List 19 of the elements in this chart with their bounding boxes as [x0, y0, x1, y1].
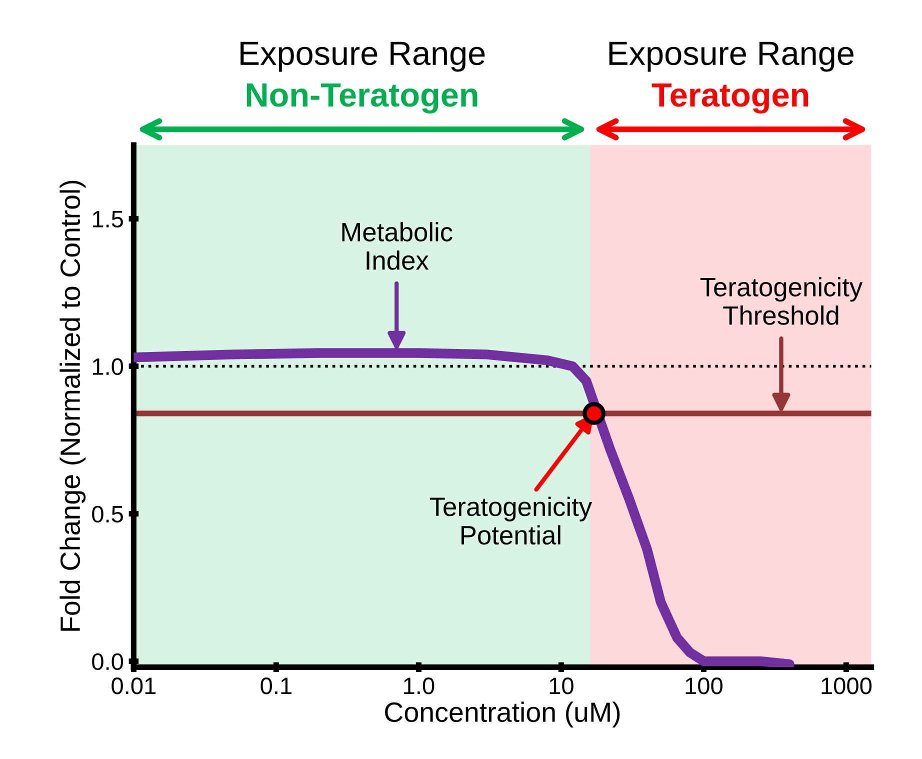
- annotation: Metabolic Index: [342, 222, 452, 270]
- x-tick-label: 100: [686, 678, 722, 694]
- y-tick-label: 1.0: [92, 358, 124, 376]
- band-label: Teratogen: [652, 84, 808, 114]
- band-label: Non-Teratogen: [246, 84, 478, 114]
- y-tick-label: 0.5: [92, 506, 123, 523]
- text: Exposure Range: [609, 42, 854, 72]
- x-axis-title: Concentration (uM): [385, 702, 620, 728]
- text: Exposure Range: [240, 42, 485, 72]
- x-tick-label: 0.1: [260, 678, 292, 694]
- x-tick-label: 1000: [822, 678, 872, 694]
- y-tick-label: 1.5: [92, 211, 123, 228]
- y-tick-label: 0.0: [92, 653, 124, 670]
- annotation: Teratogenicity Threshold: [700, 277, 863, 325]
- x-tick-label: 1.0: [404, 678, 434, 694]
- y-axis-title: Fold Change (Normalized to Control): [60, 180, 86, 631]
- annotation: Teratogenicity Potential: [430, 496, 592, 545]
- x-tick-label: 10: [550, 678, 574, 694]
- x-tick-label: 0.01: [112, 678, 156, 694]
